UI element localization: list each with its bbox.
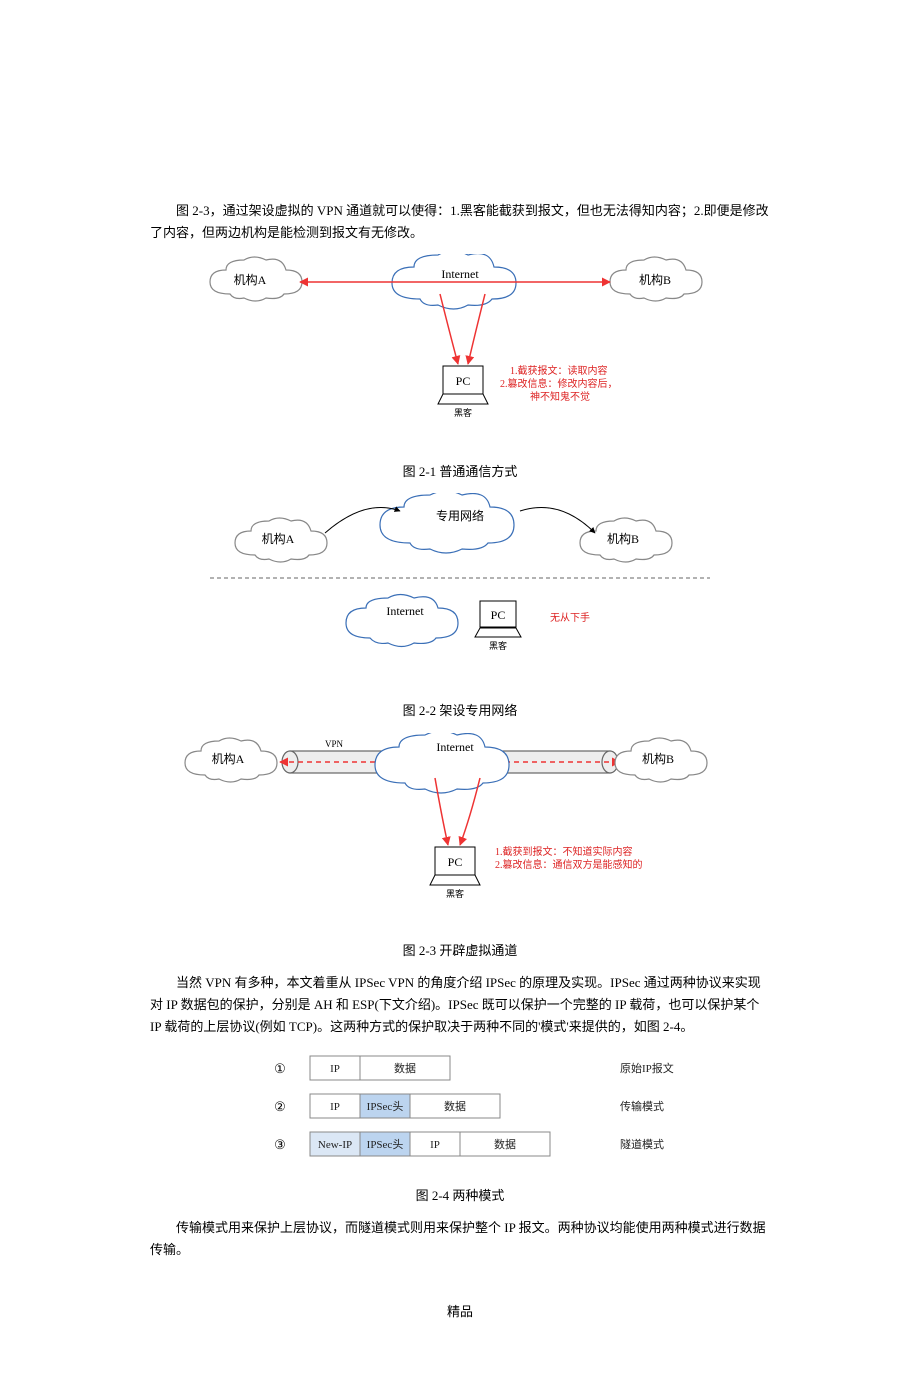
pc-label-3: PC	[448, 855, 463, 869]
label-org-a: 机构A	[234, 272, 267, 287]
mode-cell-label: IPSec头	[367, 1100, 404, 1113]
mode-cell-label: New-IP	[318, 1139, 352, 1151]
note1-3: 1.截获到报文：不知道实际内容	[495, 845, 633, 858]
figure-2-2: 专用网络 机构A 机构B Internet PC 黑客 无从下手	[150, 493, 770, 690]
mode-row-label: 传输模式	[620, 1099, 664, 1113]
hacker-label-2: 黑客	[489, 640, 507, 651]
figure-2-4: ①IP数据原始IP报文②IPIPSec头数据传输模式③New-IPIPSec头I…	[150, 1048, 770, 1175]
cloud-private-net	[380, 493, 514, 553]
note2: 2.篡改信息：修改内容后，	[500, 377, 618, 390]
mode-row-label: 原始IP报文	[620, 1061, 674, 1075]
caption-2-3: 图 2-3 开辟虚拟通道	[150, 940, 770, 962]
mode-cell-label: 数据	[394, 1061, 416, 1075]
pc-stand-2	[475, 628, 521, 637]
caption-2-4: 图 2-4 两种模式	[150, 1185, 770, 1207]
mode-cell-label: 数据	[444, 1099, 466, 1113]
mode-row-label: 隧道模式	[620, 1137, 664, 1151]
mode-cell-label: IPSec头	[367, 1138, 404, 1151]
note2-3: 2.篡改信息：通信双方是能感知的	[495, 858, 643, 871]
mode-cell-label: IP	[430, 1139, 440, 1151]
footer-text: 精品	[150, 1301, 770, 1323]
label-org-b-3: 机构B	[642, 751, 674, 766]
caption-2-2: 图 2-2 架设专用网络	[150, 700, 770, 722]
arc-net-b	[520, 508, 595, 534]
label-org-b: 机构B	[639, 272, 671, 287]
figure-2-1: 机构A Internet 机构B PC 黑客 1.截获报文：读取内容 2.篡改信…	[150, 254, 770, 451]
mode-cell-label: IP	[330, 1101, 340, 1113]
label-internet: Internet	[441, 267, 479, 281]
vpn-label: VPN	[325, 739, 344, 749]
cloud-internet-2	[346, 595, 458, 647]
label-internet-2: Internet	[386, 604, 424, 618]
hacker-label-3: 黑客	[446, 888, 464, 899]
hacker-label: 黑客	[454, 407, 472, 418]
intro-paragraph: 图 2-3，通过架设虚拟的 VPN 通道就可以使得：1.黑客能截获到报文，但也无…	[150, 200, 770, 244]
note1: 1.截获报文：读取内容	[510, 364, 608, 377]
para-ipsec-intro: 当然 VPN 有多种，本文着重从 IPSec VPN 的角度介绍 IPSec 的…	[150, 972, 770, 1038]
pc-label-2: PC	[491, 608, 506, 622]
pc-stand-3	[430, 875, 480, 885]
label-private-net: 专用网络	[436, 508, 484, 523]
pc-stand	[438, 394, 488, 404]
label-internet-3: Internet	[436, 740, 474, 754]
figure-2-3: VPN Internet 机构A 机构B PC 黑客 1.截获到报文：不知道实际…	[150, 733, 770, 930]
para-mode-summary: 传输模式用来保护上层协议，而隧道模式则用来保护整个 IP 报文。两种协议均能使用…	[150, 1217, 770, 1261]
label-org-b-2: 机构B	[607, 531, 639, 546]
note-nowhere: 无从下手	[550, 611, 590, 624]
row-number: ②	[274, 1099, 286, 1114]
caption-2-1: 图 2-1 普通通信方式	[150, 461, 770, 483]
mode-cell-label: IP	[330, 1063, 340, 1075]
mode-cell-label: 数据	[494, 1137, 516, 1151]
pc-label: PC	[456, 374, 471, 388]
row-number: ①	[274, 1061, 286, 1076]
label-org-a-3: 机构A	[212, 751, 245, 766]
label-org-a-2: 机构A	[262, 531, 295, 546]
note3: 神不知鬼不觉	[530, 390, 590, 403]
row-number: ③	[274, 1137, 286, 1152]
